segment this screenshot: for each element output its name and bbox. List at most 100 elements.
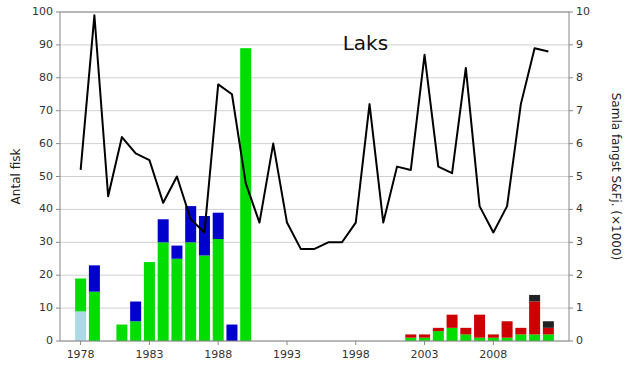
y2-tick <box>569 242 573 243</box>
x-tick <box>218 341 219 345</box>
bar-segment <box>144 262 155 263</box>
y-tick-label: 80 <box>39 71 53 84</box>
bar-segment <box>89 265 100 266</box>
bar-segment <box>529 295 540 302</box>
bar-segment <box>75 278 86 279</box>
y2-tick-label: 8 <box>576 71 583 84</box>
bar-segment <box>433 327 444 328</box>
y-axis-label: Antal fisk <box>9 149 23 205</box>
grid-line <box>60 110 569 111</box>
bar-segment <box>213 212 224 213</box>
bar-segment <box>447 315 458 328</box>
y2-tick <box>569 209 573 210</box>
y2-tick-label: 0 <box>576 334 583 347</box>
y2-tick <box>569 77 573 78</box>
bar-series <box>529 295 554 328</box>
bar-segment <box>240 48 251 49</box>
y-tick <box>56 44 60 45</box>
y-tick-label: 50 <box>39 170 53 183</box>
grid-line <box>60 242 569 243</box>
y2-tick-label: 5 <box>576 170 583 183</box>
bar-segment <box>240 48 251 49</box>
bar-series <box>75 48 554 341</box>
y-tick-label: 100 <box>32 5 53 18</box>
grid-line <box>60 275 569 276</box>
y-tick <box>56 77 60 78</box>
bar-segment <box>213 212 224 213</box>
grid-line <box>60 44 569 45</box>
bar-segment <box>199 215 210 216</box>
bar-segment <box>199 215 210 216</box>
bar-segment <box>185 242 196 341</box>
y2-tick <box>569 275 573 276</box>
bar-segment <box>199 255 210 341</box>
bar-segment <box>158 219 169 220</box>
x-tick <box>286 341 287 345</box>
bar-segment <box>144 262 155 341</box>
bar-segment <box>130 301 141 302</box>
bar-segment <box>433 328 444 331</box>
bar-segment <box>130 301 141 302</box>
y2-tick-label: 4 <box>576 202 583 215</box>
bar-segment <box>130 321 141 341</box>
y-tick-label: 40 <box>39 202 53 215</box>
y-tick-label: 70 <box>39 104 53 117</box>
bar-segment <box>158 242 169 341</box>
bar-segment <box>158 219 169 220</box>
x-tick-label: 2008 <box>479 348 507 361</box>
x-tick-label: 1993 <box>273 348 301 361</box>
y2-tick-label: 1 <box>576 301 583 314</box>
bar-series <box>89 206 238 341</box>
bar-segment <box>158 219 169 242</box>
y-tick <box>56 275 60 276</box>
grid-line <box>60 143 569 144</box>
x-tick <box>493 341 494 345</box>
y-tick-label: 20 <box>39 268 53 281</box>
x-tick-label: 2003 <box>411 348 439 361</box>
bar-segment <box>171 245 182 246</box>
bar-segment <box>89 292 100 341</box>
line <box>81 15 549 249</box>
bar-segment <box>460 328 471 335</box>
bar-segment <box>529 302 540 335</box>
bar-segment <box>405 334 416 337</box>
bar-segment <box>116 324 127 325</box>
bar-segment <box>171 246 182 259</box>
bar-segment <box>116 324 127 325</box>
bar-segment <box>419 334 430 335</box>
bar-segment <box>515 328 526 335</box>
bar-segment <box>226 325 237 341</box>
bar-segment <box>543 334 554 341</box>
bar-segment <box>75 278 86 279</box>
x-tick <box>355 341 356 345</box>
y2-tick <box>569 308 573 309</box>
bar-segment <box>515 334 526 341</box>
y2-tick-label: 10 <box>576 5 590 18</box>
y-tick-label: 10 <box>39 301 53 314</box>
bar-segment <box>488 334 499 335</box>
bar-segment <box>515 327 526 328</box>
y2-tick <box>569 143 573 144</box>
y-tick <box>56 308 60 309</box>
y2-tick <box>569 341 573 342</box>
bar-segment <box>213 239 224 341</box>
bar-series <box>75 311 86 341</box>
bar-segment <box>460 334 471 341</box>
y-tick-label: 90 <box>39 38 53 51</box>
y-tick <box>56 110 60 111</box>
bar-segment <box>171 245 182 246</box>
x-tick-label: 1988 <box>204 348 232 361</box>
bar-segment <box>502 321 513 337</box>
grid-line <box>60 209 569 210</box>
x-tick-label: 1983 <box>135 348 163 361</box>
bar-segment <box>474 314 485 315</box>
bar-segment <box>226 324 237 325</box>
y-tick-label: 60 <box>39 137 53 150</box>
y-tick <box>56 12 60 13</box>
bar-segment <box>144 262 155 263</box>
x-tick <box>424 341 425 345</box>
y2-tick <box>569 44 573 45</box>
y2-tick-label: 7 <box>576 104 583 117</box>
bar-segment <box>226 324 237 325</box>
bar-segment <box>130 302 141 322</box>
